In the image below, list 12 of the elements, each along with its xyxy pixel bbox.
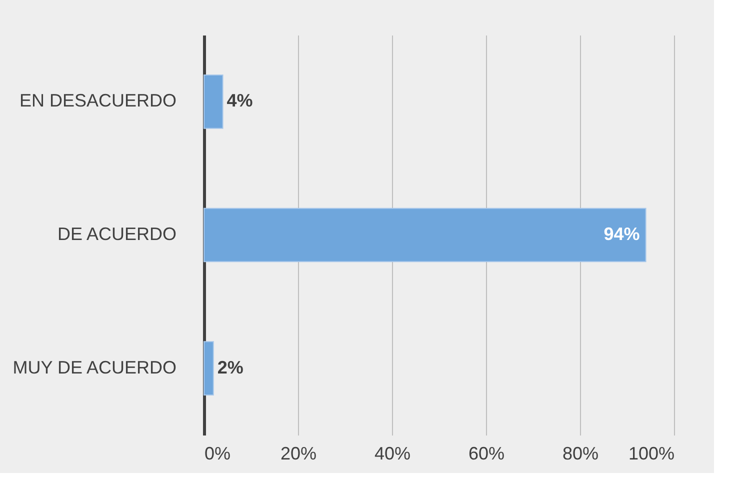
x-tick-label: 20% xyxy=(280,444,317,464)
data-label: 2% xyxy=(217,357,244,378)
y-tick-label: DE ACUERDO xyxy=(57,224,176,244)
y-tick-label: MUY DE ACUERDO xyxy=(12,357,176,378)
x-tick-label: 40% xyxy=(374,444,411,464)
y-tick-label: EN DESACUERDO xyxy=(19,90,176,111)
data-label: 4% xyxy=(226,90,253,111)
x-tick-label: 60% xyxy=(468,444,505,464)
data-label: 94% xyxy=(604,224,640,244)
x-tick-label: 0% xyxy=(204,444,231,464)
x-tick-label: 100% xyxy=(628,444,674,464)
x-tick-label: 80% xyxy=(562,444,599,464)
